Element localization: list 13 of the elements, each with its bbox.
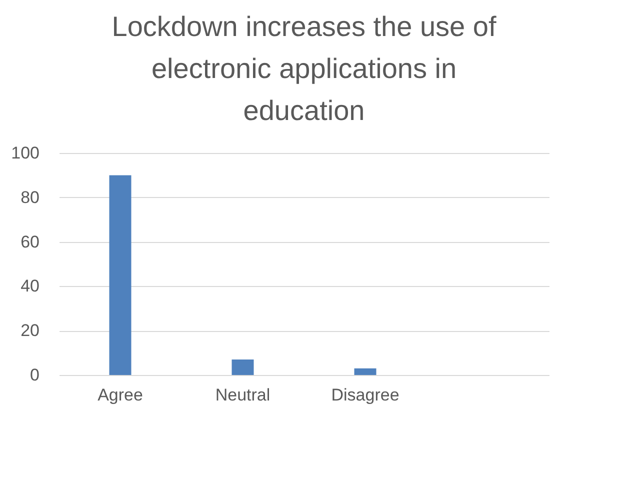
- chart-title: Lockdown increases the use of electronic applications in education: [112, 11, 496, 126]
- x-tick-label: Disagree: [331, 386, 400, 404]
- x-tick-label: Neutral: [215, 386, 270, 404]
- y-tick-label: 0: [30, 366, 40, 384]
- y-tick-label: 40: [20, 276, 40, 296]
- bar: [354, 368, 376, 375]
- y-tick-label: 20: [20, 321, 40, 340]
- x-tick-label: Agree: [98, 386, 143, 404]
- y-tick-label: 60: [20, 232, 40, 252]
- y-tick-label: 100: [11, 144, 40, 162]
- y-tick-label: 80: [20, 188, 40, 207]
- bar: [109, 175, 132, 375]
- bar: [232, 359, 254, 375]
